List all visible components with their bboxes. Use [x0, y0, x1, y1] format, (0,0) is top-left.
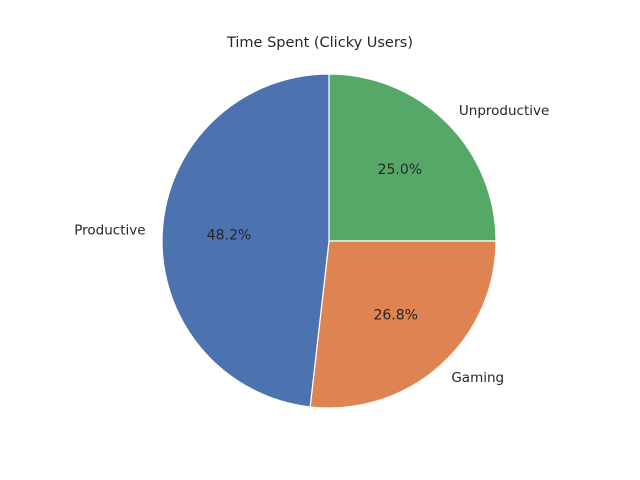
pie-slice-gaming [309, 240, 497, 409]
slice-label-unproductive: Unproductive [459, 103, 549, 119]
slice-label-gaming: Gaming [451, 370, 504, 386]
pie-slices [161, 73, 497, 409]
slice-percent-unproductive: 25.0% [378, 162, 422, 178]
pie-slice-unproductive [328, 73, 497, 242]
pie-labels: Unproductive 25.0% Gaming 26.8% Productive 48… [74, 103, 549, 386]
slice-label-productive: Productive [74, 223, 145, 239]
slice-percent-productive: 48.2% [207, 227, 251, 243]
chart-title: Time Spent (Clicky Users) [226, 35, 414, 51]
pie-slice-productive [161, 73, 330, 408]
slice-percent-gaming: 26.8% [373, 308, 417, 324]
